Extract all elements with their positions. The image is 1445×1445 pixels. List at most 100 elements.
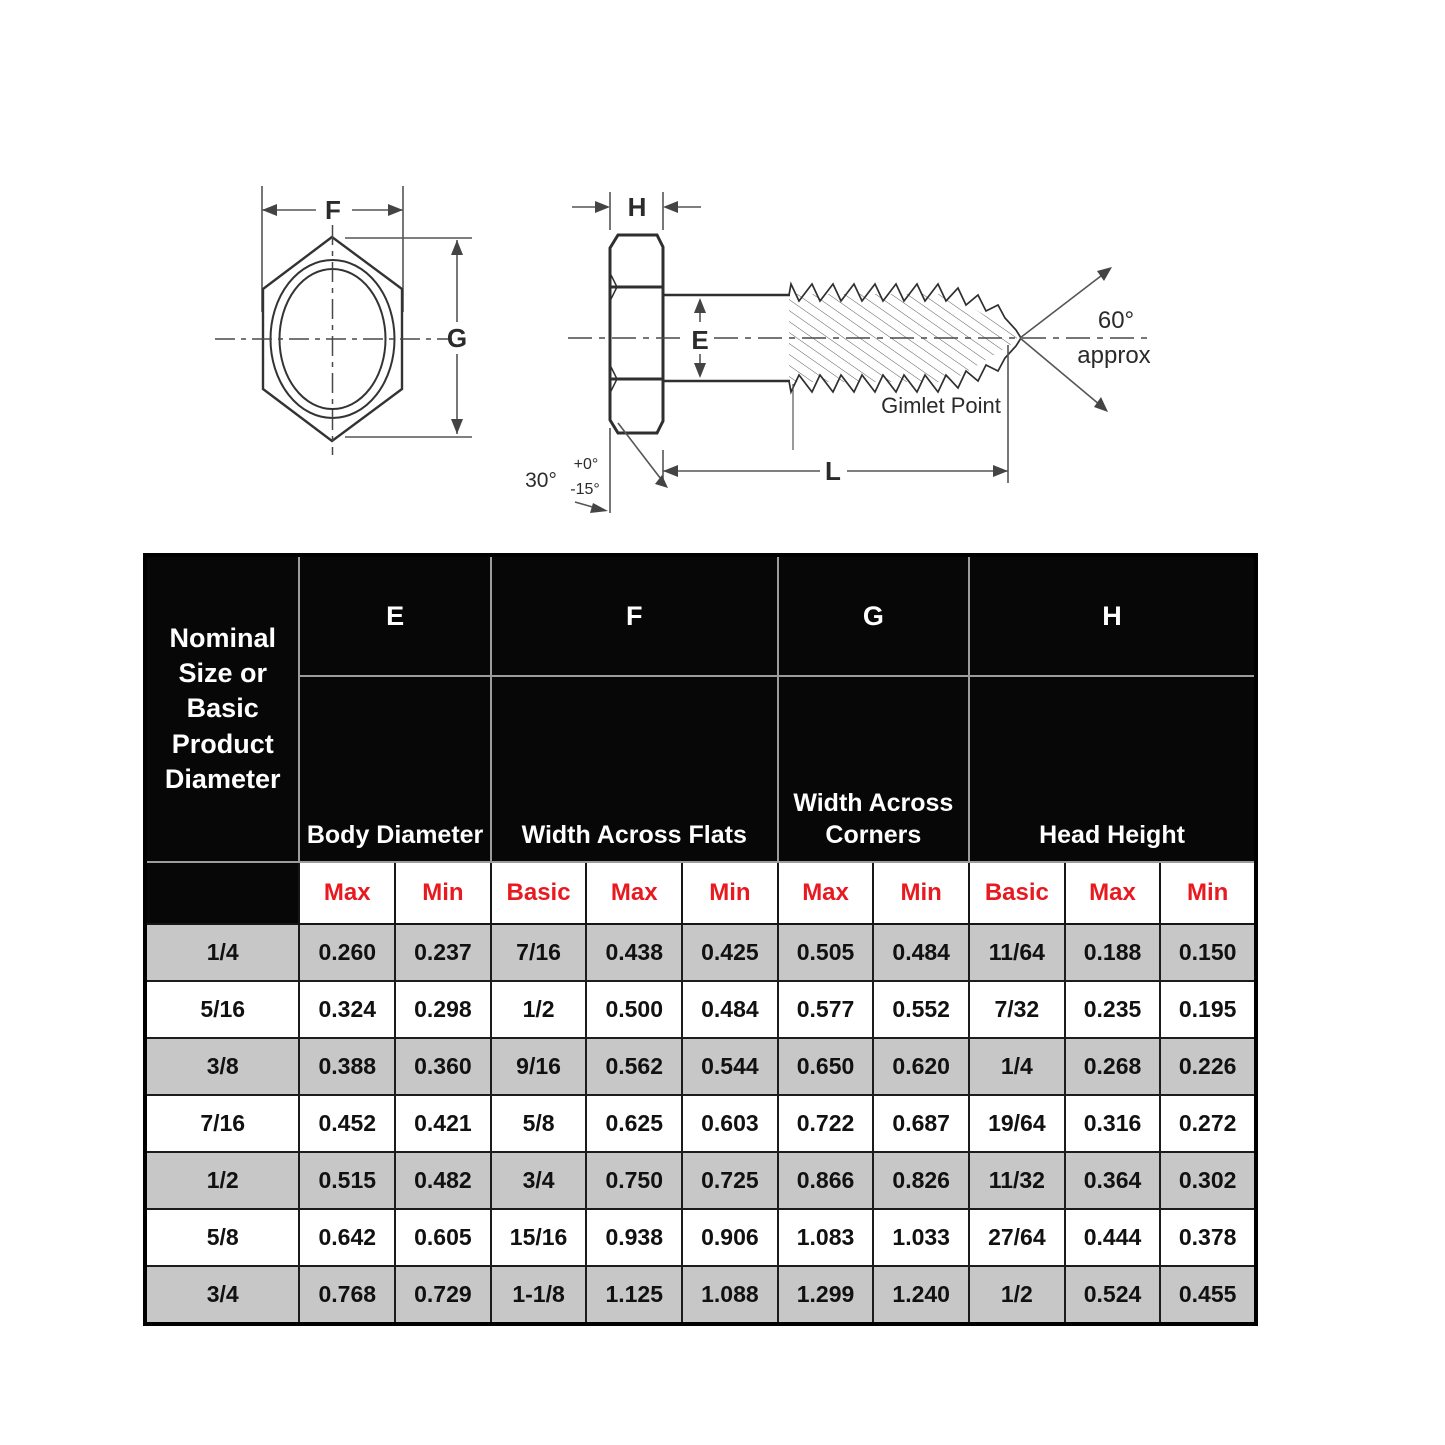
chamfer-angle-30 xyxy=(574,422,668,513)
thread-profile-bottom xyxy=(788,337,1022,395)
value-cell: 0.906 xyxy=(681,1208,779,1267)
value-cell: 0.421 xyxy=(394,1094,492,1153)
value-cell: 0.642 xyxy=(298,1208,397,1267)
header-width-across-corners: Width Across Corners xyxy=(776,675,971,863)
value-cell: 0.729 xyxy=(394,1265,492,1325)
angle-60-label: 60° xyxy=(1098,307,1134,334)
value-cell: 0.562 xyxy=(585,1037,684,1096)
value-cell: 0.444 xyxy=(1063,1208,1162,1267)
value-cell: 0.605 xyxy=(394,1208,492,1267)
value-cell: 0.324 xyxy=(298,980,397,1039)
value-cell: 1.083 xyxy=(776,1208,875,1267)
col-group-E: E xyxy=(298,554,492,677)
value-cell: 0.302 xyxy=(1159,1151,1257,1210)
sub-header: Min xyxy=(872,861,971,925)
value-cell: 0.388 xyxy=(298,1037,397,1096)
angle-60-approx-label: approx xyxy=(1077,342,1150,369)
value-cell: 1.088 xyxy=(681,1265,779,1325)
value-cell: 0.425 xyxy=(681,923,779,982)
table-row: 1/4 0.260 0.237 7/16 0.438 0.425 0.505 0.484 11/… xyxy=(143,923,1257,982)
value-cell: 0.544 xyxy=(681,1037,779,1096)
header-width-across-flats: Width Across Flats xyxy=(489,675,779,863)
lag-screw-dimension-table: Nominal Size or Basic Product Diameter E… xyxy=(143,553,1258,1326)
value-cell: 0.866 xyxy=(776,1151,875,1210)
value-cell: 0.235 xyxy=(1063,980,1162,1039)
sub-header-spacer xyxy=(143,861,301,925)
value-cell: 7/32 xyxy=(968,980,1066,1039)
spec-table-body: 1/4 0.260 0.237 7/16 0.438 0.425 0.505 0.484 11/… xyxy=(143,923,1257,1325)
col-group-F: F xyxy=(489,554,779,677)
value-cell: 0.378 xyxy=(1159,1208,1257,1267)
dimension-F-label: F xyxy=(325,195,341,225)
value-cell: 1.299 xyxy=(776,1265,875,1325)
value-cell: 5/8 xyxy=(489,1094,588,1153)
sub-header: Min xyxy=(1159,861,1257,925)
value-cell: 0.195 xyxy=(1159,980,1257,1039)
sub-header: Max xyxy=(1063,861,1162,925)
value-cell: 1/2 xyxy=(489,980,588,1039)
nominal-size-cell: 7/16 xyxy=(143,1094,301,1153)
value-cell: 0.826 xyxy=(872,1151,971,1210)
letter-header-row: Nominal Size or Basic Product Diameter E… xyxy=(143,554,1257,863)
tolerance-plus-label: +0° xyxy=(574,456,599,473)
table-row: 5/16 0.324 0.298 1/2 0.500 0.484 0.577 0.552 7/3… xyxy=(143,980,1257,1039)
dimension-H-label: H xyxy=(628,192,647,222)
dimension-L-label: L xyxy=(825,456,841,486)
value-cell: 0.452 xyxy=(298,1094,397,1153)
value-cell: 0.552 xyxy=(872,980,971,1039)
value-cell: 7/16 xyxy=(489,923,588,982)
sub-header: Max xyxy=(776,861,875,925)
value-cell: 0.938 xyxy=(585,1208,684,1267)
nominal-size-cell: 3/4 xyxy=(143,1265,301,1325)
dimension-G xyxy=(345,237,472,438)
value-cell: 15/16 xyxy=(489,1208,588,1267)
table-row: 7/16 0.452 0.421 5/8 0.625 0.603 0.722 0.687 19/… xyxy=(143,1094,1257,1153)
tolerance-minus-label: -15° xyxy=(570,481,600,498)
corner-header: Nominal Size or Basic Product Diameter xyxy=(143,554,301,863)
value-cell: 0.482 xyxy=(394,1151,492,1210)
value-cell: 0.725 xyxy=(681,1151,779,1210)
value-cell: 0.226 xyxy=(1159,1037,1257,1096)
value-cell: 19/64 xyxy=(968,1094,1066,1153)
value-cell: 11/32 xyxy=(968,1151,1066,1210)
dimension-E-label: E xyxy=(691,325,708,355)
value-cell: 0.515 xyxy=(298,1151,397,1210)
sub-header-row: Max Min Basic Max Min Max Min Basic Max … xyxy=(143,861,1257,925)
nominal-size-cell: 5/16 xyxy=(143,980,301,1039)
sub-header: Basic xyxy=(489,861,588,925)
value-cell: 0.272 xyxy=(1159,1094,1257,1153)
thread-profile-top xyxy=(788,281,1022,339)
value-cell: 0.620 xyxy=(872,1037,971,1096)
value-cell: 0.768 xyxy=(298,1265,397,1325)
value-cell: 0.524 xyxy=(1063,1265,1162,1325)
sub-header: Min xyxy=(394,861,492,925)
hex-head-profile xyxy=(608,233,665,435)
value-cell: 0.150 xyxy=(1159,923,1257,982)
dimension-H xyxy=(572,192,701,230)
value-cell: 1.125 xyxy=(585,1265,684,1325)
value-cell: 1-1/8 xyxy=(489,1265,588,1325)
value-cell: 0.237 xyxy=(394,923,492,982)
value-cell: 0.603 xyxy=(681,1094,779,1153)
value-cell: 0.750 xyxy=(585,1151,684,1210)
value-cell: 1.033 xyxy=(872,1208,971,1267)
value-cell: 1.240 xyxy=(872,1265,971,1325)
sub-header: Max xyxy=(585,861,684,925)
value-cell: 0.316 xyxy=(1063,1094,1162,1153)
value-cell: 0.268 xyxy=(1063,1037,1162,1096)
front-view-centerlines xyxy=(215,225,452,455)
dimension-G-label: G xyxy=(447,323,467,353)
col-group-H: H xyxy=(968,554,1257,677)
value-cell: 0.484 xyxy=(872,923,971,982)
value-cell: 0.500 xyxy=(585,980,684,1039)
gimlet-point-label: Gimlet Point xyxy=(881,393,1001,418)
table-row: 1/2 0.515 0.482 3/4 0.750 0.725 0.866 0.826 11/3… xyxy=(143,1151,1257,1210)
point-angle-60 xyxy=(1019,267,1112,412)
lag-screw-technical-drawing: F G H xyxy=(215,186,1151,513)
value-cell: 0.438 xyxy=(585,923,684,982)
value-cell: 0.505 xyxy=(776,923,875,982)
value-cell: 0.484 xyxy=(681,980,779,1039)
value-cell: 3/4 xyxy=(489,1151,588,1210)
value-cell: 0.722 xyxy=(776,1094,875,1153)
